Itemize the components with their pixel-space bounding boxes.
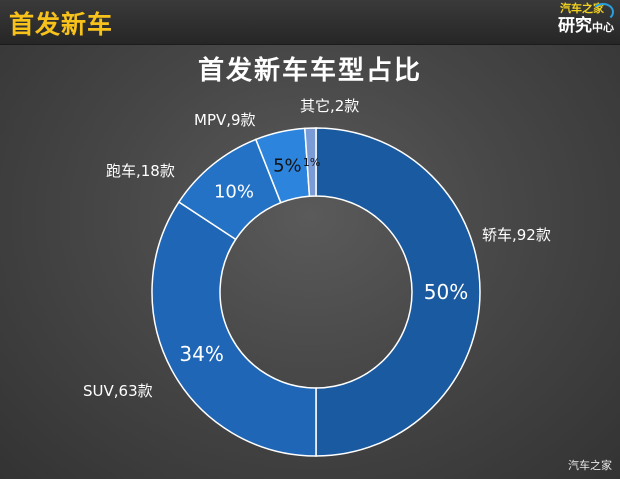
- percent-labels: 50% 34% 10% 5% 1%: [179, 156, 468, 366]
- percent-label-2: 10%: [214, 182, 254, 203]
- category-label-0: 轿车,92款: [482, 226, 551, 244]
- chart-title: 首发新车车型占比: [197, 56, 422, 86]
- header-bar: 首发新车 汽车之家 研究中心: [0, 0, 620, 45]
- footer-watermark: 汽车之家: [568, 459, 612, 472]
- category-labels: 轿车,92款 SUV,63款 跑车,18款 MPV,9款 其它,2款: [83, 97, 551, 400]
- swirl-icon: [592, 3, 614, 21]
- donut-slices: [151, 127, 481, 457]
- category-label-1: SUV,63款: [83, 382, 153, 400]
- slice-4: [304, 127, 317, 198]
- slice-1: [151, 201, 317, 457]
- logo-line2-main: 研究: [558, 16, 592, 36]
- percent-label-1: 34%: [179, 342, 223, 366]
- category-label-4: 其它,2款: [300, 97, 359, 115]
- slice-0: [315, 127, 481, 457]
- percent-label-4: 1%: [303, 156, 320, 169]
- brand-logo: 汽车之家 研究中心: [534, 2, 614, 42]
- category-label-2: 跑车,18款: [106, 162, 175, 180]
- logo-line2: 研究中心: [534, 15, 614, 39]
- section-title: 首发新车: [9, 10, 114, 39]
- percent-label-0: 50%: [424, 280, 468, 304]
- category-label-3: MPV,9款: [194, 111, 256, 129]
- percent-label-3: 5%: [273, 156, 302, 177]
- logo-line2-small: 中心: [592, 21, 614, 34]
